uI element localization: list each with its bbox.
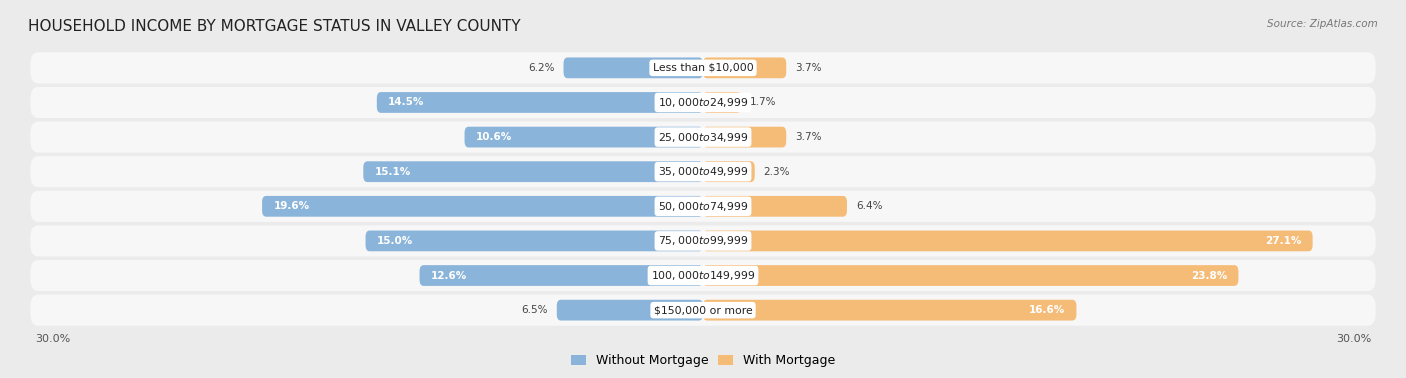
FancyBboxPatch shape	[703, 300, 1077, 321]
Text: 1.7%: 1.7%	[751, 98, 776, 107]
Text: 15.1%: 15.1%	[374, 167, 411, 177]
Text: Source: ZipAtlas.com: Source: ZipAtlas.com	[1267, 19, 1378, 29]
FancyBboxPatch shape	[363, 161, 703, 182]
Text: HOUSEHOLD INCOME BY MORTGAGE STATUS IN VALLEY COUNTY: HOUSEHOLD INCOME BY MORTGAGE STATUS IN V…	[28, 19, 520, 34]
Text: 15.0%: 15.0%	[377, 236, 413, 246]
Text: 6.4%: 6.4%	[856, 201, 883, 211]
Text: 19.6%: 19.6%	[273, 201, 309, 211]
Text: $10,000 to $24,999: $10,000 to $24,999	[658, 96, 748, 109]
Text: 16.6%: 16.6%	[1029, 305, 1066, 315]
FancyBboxPatch shape	[464, 127, 703, 147]
Text: $50,000 to $74,999: $50,000 to $74,999	[658, 200, 748, 213]
Text: 10.6%: 10.6%	[475, 132, 512, 142]
Text: 3.7%: 3.7%	[796, 132, 821, 142]
Legend: Without Mortgage, With Mortgage: Without Mortgage, With Mortgage	[565, 349, 841, 372]
FancyBboxPatch shape	[419, 265, 703, 286]
Text: $150,000 or more: $150,000 or more	[654, 305, 752, 315]
Text: 6.2%: 6.2%	[529, 63, 554, 73]
Text: 30.0%: 30.0%	[35, 334, 70, 344]
FancyBboxPatch shape	[703, 127, 786, 147]
FancyBboxPatch shape	[262, 196, 703, 217]
FancyBboxPatch shape	[31, 191, 1375, 222]
FancyBboxPatch shape	[703, 196, 846, 217]
Text: $75,000 to $99,999: $75,000 to $99,999	[658, 234, 748, 248]
FancyBboxPatch shape	[31, 156, 1375, 187]
FancyBboxPatch shape	[366, 231, 703, 251]
Text: 14.5%: 14.5%	[388, 98, 425, 107]
FancyBboxPatch shape	[557, 300, 703, 321]
Text: 23.8%: 23.8%	[1191, 271, 1227, 280]
FancyBboxPatch shape	[31, 121, 1375, 153]
Text: Less than $10,000: Less than $10,000	[652, 63, 754, 73]
Text: 6.5%: 6.5%	[522, 305, 548, 315]
FancyBboxPatch shape	[703, 92, 741, 113]
Text: $100,000 to $149,999: $100,000 to $149,999	[651, 269, 755, 282]
FancyBboxPatch shape	[703, 161, 755, 182]
FancyBboxPatch shape	[31, 225, 1375, 257]
FancyBboxPatch shape	[377, 92, 703, 113]
Text: 3.7%: 3.7%	[796, 63, 821, 73]
Text: 27.1%: 27.1%	[1265, 236, 1302, 246]
FancyBboxPatch shape	[564, 57, 703, 78]
FancyBboxPatch shape	[703, 265, 1239, 286]
FancyBboxPatch shape	[703, 57, 786, 78]
Text: 30.0%: 30.0%	[1336, 334, 1371, 344]
Text: $25,000 to $34,999: $25,000 to $34,999	[658, 130, 748, 144]
FancyBboxPatch shape	[31, 87, 1375, 118]
Text: 12.6%: 12.6%	[430, 271, 467, 280]
Text: $35,000 to $49,999: $35,000 to $49,999	[658, 165, 748, 178]
FancyBboxPatch shape	[31, 294, 1375, 326]
Text: 2.3%: 2.3%	[763, 167, 790, 177]
FancyBboxPatch shape	[31, 52, 1375, 84]
FancyBboxPatch shape	[703, 231, 1313, 251]
FancyBboxPatch shape	[31, 260, 1375, 291]
